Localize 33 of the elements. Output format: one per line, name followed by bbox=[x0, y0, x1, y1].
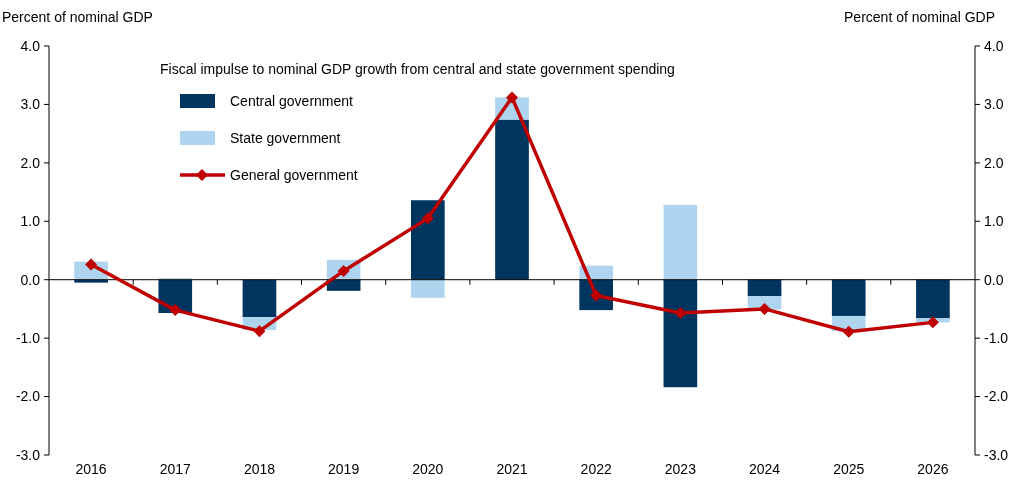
y-tick-label: -2.0 bbox=[15, 388, 41, 405]
y-tick-label: 0.0 bbox=[20, 271, 41, 288]
legend-title: Fiscal impulse to nominal GDP growth from central and state government spending bbox=[160, 61, 675, 77]
y2-tick-label: 2.0 bbox=[984, 154, 1004, 171]
y-axis-title: Percent of nominal GDP bbox=[2, 9, 153, 25]
y-tick-label: 4.0 bbox=[20, 37, 41, 54]
x-tick-label: 2023 bbox=[664, 461, 697, 477]
x-tick-label: 2022 bbox=[580, 461, 612, 477]
y-tick-label: 2.0 bbox=[20, 154, 41, 171]
y2-tick-label: -2.0 bbox=[984, 388, 1009, 405]
x-tick-label: 2020 bbox=[412, 461, 444, 477]
y-tick-label: -1.0 bbox=[15, 330, 41, 347]
y2-tick-label: 4.0 bbox=[984, 37, 1004, 54]
x-tick-label: 2026 bbox=[917, 461, 949, 477]
y2-tick-label: -3.0 bbox=[984, 446, 1009, 463]
y2-tick-label: 3.0 bbox=[984, 96, 1004, 113]
y-tick-label: -3.0 bbox=[15, 446, 41, 463]
y2-tick-label: 1.0 bbox=[984, 213, 1004, 230]
y2-axis-title: Percent of nominal GDP bbox=[844, 9, 995, 25]
x-tick-label: 2024 bbox=[748, 461, 781, 477]
legend-label: State government bbox=[230, 129, 341, 146]
y-tick-label: 3.0 bbox=[20, 96, 41, 113]
x-tick-label: 2025 bbox=[833, 461, 865, 477]
y-tick-label: 1.0 bbox=[20, 213, 41, 230]
y2-tick-label: -1.0 bbox=[984, 330, 1009, 347]
y2-tick-label: 0.0 bbox=[984, 271, 1004, 288]
legend-label: Central government bbox=[230, 92, 354, 109]
x-tick-label: 2018 bbox=[243, 461, 276, 477]
legend-label: General government bbox=[230, 166, 358, 183]
x-tick-label: 2019 bbox=[328, 461, 360, 477]
x-tick-label: 2017 bbox=[159, 461, 192, 477]
x-tick-label: 2021 bbox=[496, 461, 528, 477]
x-tick-label: 2016 bbox=[75, 461, 107, 477]
